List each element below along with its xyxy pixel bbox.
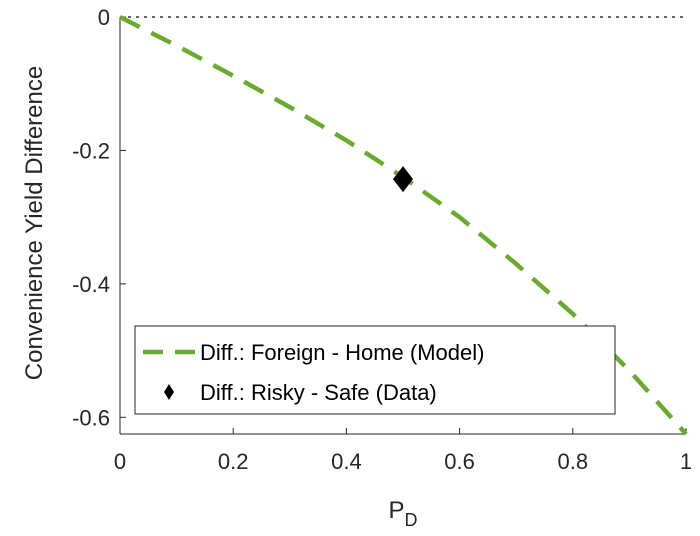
x-tick-label: 0.6 — [444, 449, 475, 474]
y-axis-ticks: 0 -0.2 -0.4 -0.6 — [72, 5, 126, 430]
axes — [119, 17, 686, 435]
legend-label-model: Diff.: Foreign - Home (Model) — [200, 340, 484, 365]
x-axis-ticks: 0 0.2 0.4 0.6 0.8 1 — [114, 428, 692, 474]
x-axis-label-subscript: D — [405, 510, 418, 530]
x-tick-label: 0.8 — [558, 449, 589, 474]
x-tick-label: 0.2 — [218, 449, 249, 474]
legend-box — [134, 325, 616, 415]
x-tick-label: 1 — [680, 449, 692, 474]
x-axis-label: PD — [388, 497, 417, 530]
y-axis-label: Convenience Yield Difference — [21, 66, 48, 380]
legend-diamond-marker — [164, 384, 174, 400]
y-tick-label: -0.2 — [72, 138, 110, 163]
x-tick-label: 0.4 — [331, 449, 362, 474]
legend: Diff.: Foreign - Home (Model) Diff.: Ris… — [134, 325, 616, 415]
x-tick-label: 0 — [114, 449, 126, 474]
y-tick-label: -0.4 — [72, 272, 110, 297]
legend-label-data: Diff.: Risky - Safe (Data) — [200, 380, 437, 405]
y-tick-label: 0 — [98, 5, 110, 30]
y-tick-label: -0.6 — [72, 405, 110, 430]
data-point-diamond — [393, 166, 413, 193]
